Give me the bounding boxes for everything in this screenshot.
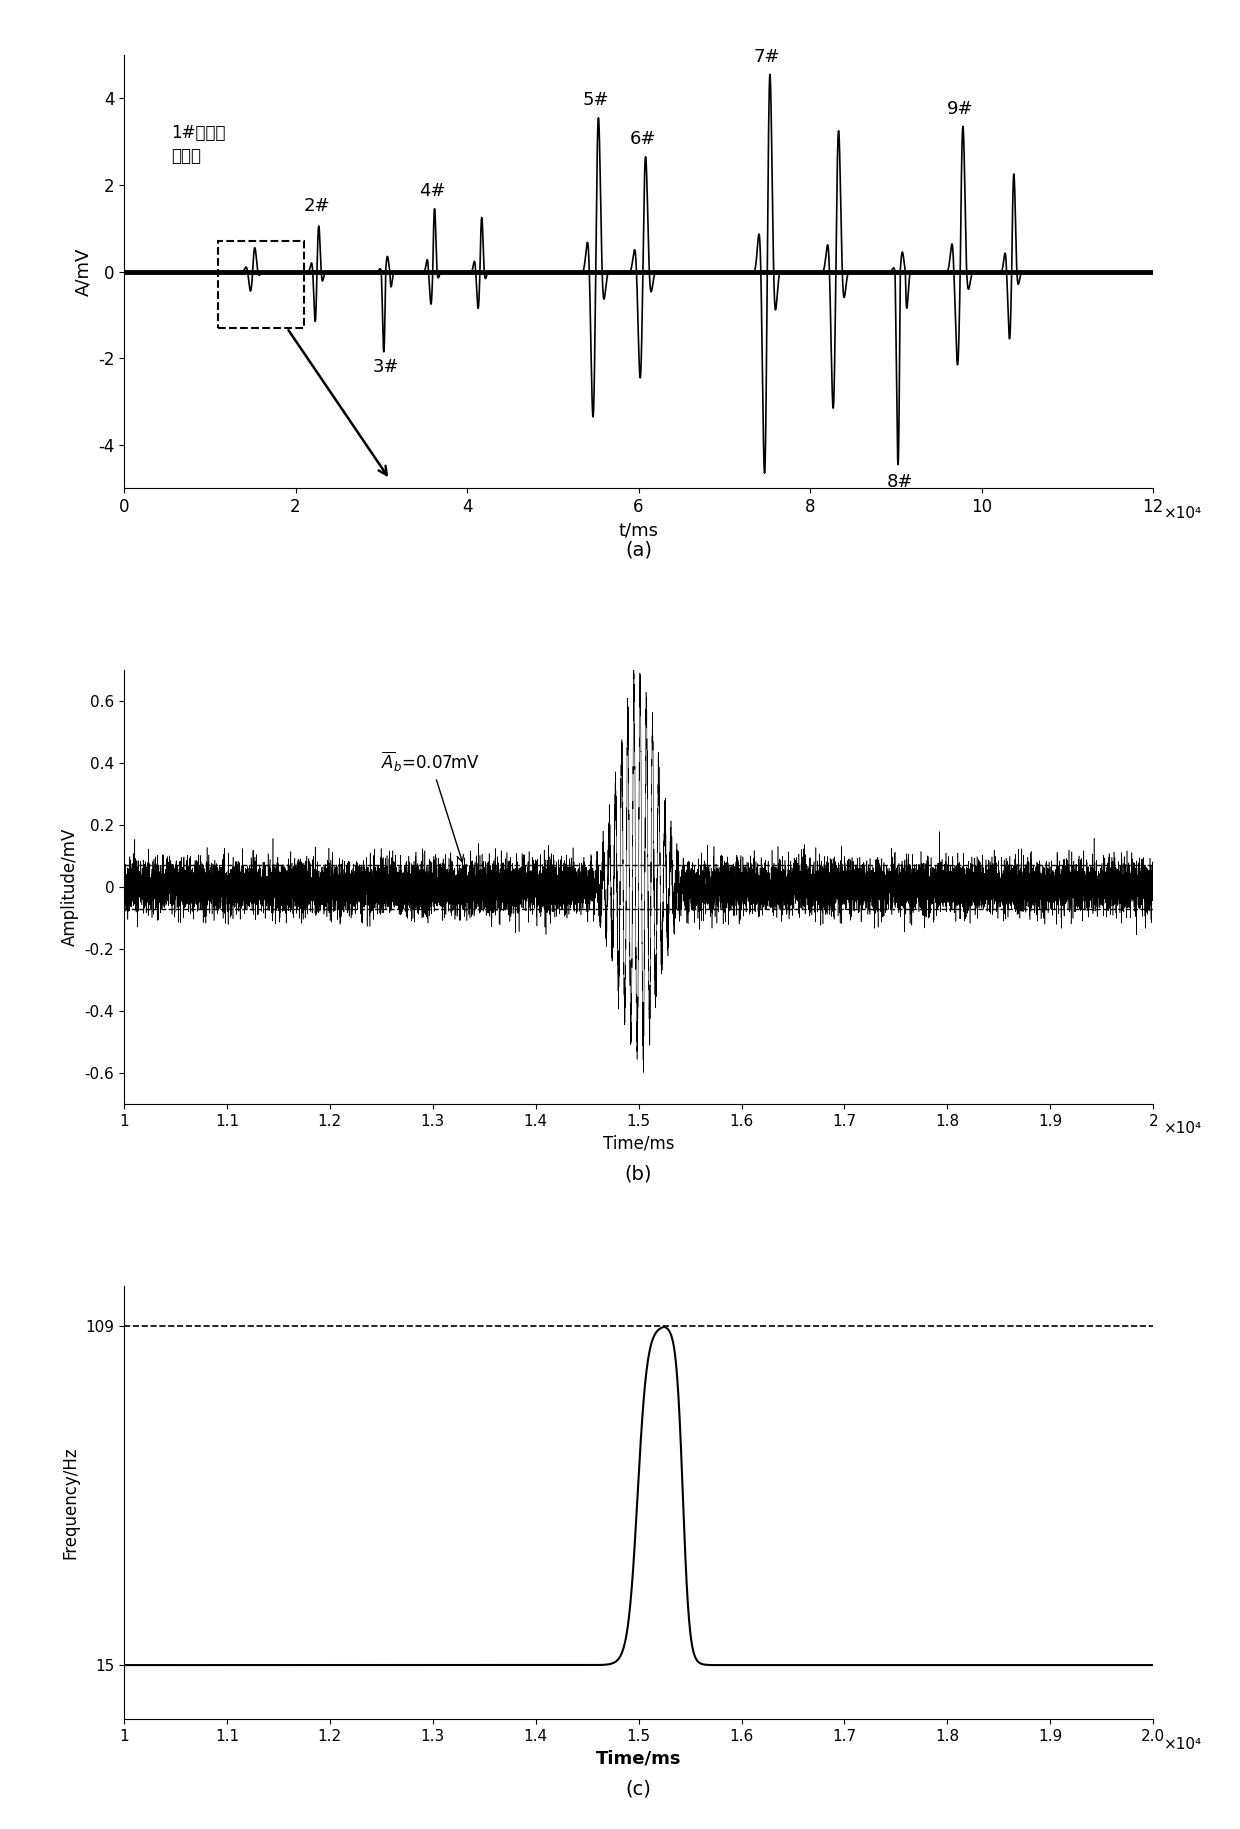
- Text: 5#: 5#: [583, 91, 609, 110]
- Text: 7#: 7#: [754, 48, 780, 66]
- X-axis label: Time/ms: Time/ms: [603, 1134, 675, 1152]
- Y-axis label: Frequency/Hz: Frequency/Hz: [62, 1447, 79, 1558]
- Text: ×10⁴: ×10⁴: [1163, 1121, 1202, 1136]
- X-axis label: t/ms: t/ms: [619, 521, 658, 540]
- Text: 2#: 2#: [304, 198, 330, 216]
- Text: (b): (b): [625, 1165, 652, 1183]
- Text: ×10⁴: ×10⁴: [1163, 1736, 1202, 1752]
- Y-axis label: Amplitude/mV: Amplitude/mV: [61, 829, 79, 946]
- Text: 3#: 3#: [372, 358, 399, 377]
- X-axis label: Time/ms: Time/ms: [596, 1750, 681, 1767]
- Text: 1#有效微: 1#有效微: [171, 124, 226, 141]
- Y-axis label: A/mV: A/mV: [74, 247, 92, 296]
- Bar: [218, 241, 304, 327]
- Text: (c): (c): [626, 1780, 651, 1800]
- Text: $\overline{A}_b$=0.07mV: $\overline{A}_b$=0.07mV: [382, 750, 481, 861]
- Text: (a): (a): [625, 540, 652, 560]
- Text: 4#: 4#: [419, 183, 446, 199]
- Text: 震波形: 震波形: [171, 148, 201, 165]
- Text: ×10⁴: ×10⁴: [1163, 505, 1202, 521]
- Text: 9#: 9#: [947, 101, 973, 117]
- Text: 8#: 8#: [887, 474, 914, 492]
- Text: 6#: 6#: [630, 130, 656, 148]
